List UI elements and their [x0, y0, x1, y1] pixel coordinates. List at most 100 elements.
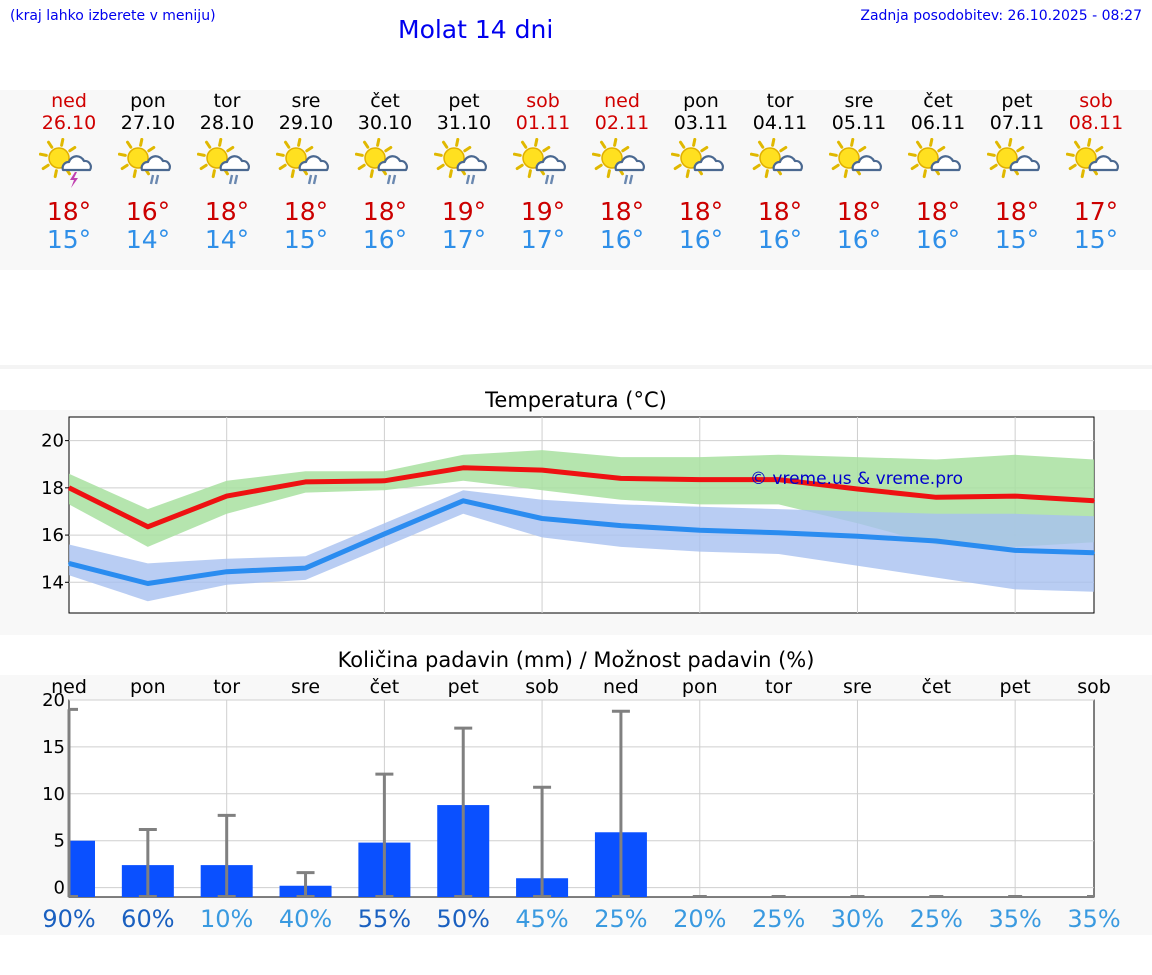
- sun-cloud-rain-icon: [196, 137, 257, 200]
- sun-cloud-icon: [670, 137, 731, 200]
- max-temp: 18°: [678, 197, 724, 226]
- precip-probability: 60%: [121, 905, 174, 933]
- max-temp-point: [304, 480, 307, 483]
- precip-probability: 35%: [988, 905, 1041, 933]
- max-temp-point: [698, 478, 701, 481]
- day-name: pet: [448, 90, 480, 112]
- y-tick-label: 20: [42, 690, 65, 711]
- day-name: ned: [604, 90, 640, 112]
- sun-cloud-icon: [749, 137, 810, 200]
- day-name: sob: [1079, 90, 1113, 112]
- day-date: 27.10: [120, 112, 176, 134]
- day-date: 29.10: [278, 112, 334, 134]
- max-temp-point: [1093, 499, 1095, 502]
- category-label: sre: [843, 676, 872, 698]
- max-temp-point: [225, 495, 228, 498]
- sun-cloud-rain-icon: [433, 137, 494, 200]
- category-label: sob: [525, 676, 559, 698]
- category-label: ned: [603, 676, 639, 698]
- category-label: tor: [213, 676, 240, 698]
- max-temp-point: [856, 488, 859, 491]
- min-temp-line: [68, 498, 1095, 586]
- min-temp-point: [146, 582, 149, 585]
- day-name: pon: [683, 90, 719, 112]
- location-hint-link[interactable]: (kraj lahko izberete v meniju): [10, 8, 216, 24]
- sun-cloud-icon: [907, 137, 968, 200]
- max-temp-point: [619, 477, 622, 480]
- min-temp: 14°: [125, 225, 171, 254]
- category-label: pet: [448, 676, 479, 698]
- min-temp-band: [69, 490, 1094, 602]
- precip-probability: 40%: [279, 905, 332, 933]
- y-tick-label: 18: [41, 478, 64, 499]
- min-temp-point: [68, 562, 70, 565]
- day-date: 01.11: [515, 112, 571, 134]
- min-temp-point: [856, 535, 859, 538]
- max-temp-point: [777, 478, 780, 481]
- forecast-day: sre 29.10 18° 15°: [267, 90, 346, 270]
- precip-probability: 55%: [358, 905, 411, 933]
- min-temp-point: [304, 567, 307, 570]
- y-tick-label: 20: [41, 431, 64, 452]
- min-temp: 16°: [362, 225, 408, 254]
- max-temp-point: [146, 525, 149, 528]
- min-temp-point: [541, 517, 544, 520]
- min-temp: 14°: [204, 225, 250, 254]
- day-name: pon: [130, 90, 166, 112]
- plot-area: [68, 699, 1095, 898]
- day-name: sre: [291, 90, 321, 112]
- forecast-day: ned 02.11 18° 16°: [583, 90, 662, 270]
- max-temp-band: [69, 450, 1094, 547]
- max-temp: 18°: [204, 197, 250, 226]
- sun-cloud-rain-icon: [117, 137, 178, 200]
- max-temp: 18°: [915, 197, 961, 226]
- min-temp-point: [1014, 549, 1017, 552]
- min-temp-point: [1093, 551, 1095, 554]
- max-temp-point: [935, 496, 938, 499]
- forecast-day: sob 08.11 17° 15°: [1057, 90, 1136, 270]
- min-temp: 17°: [520, 225, 566, 254]
- category-label: čet: [922, 676, 952, 698]
- day-date: 26.10: [41, 112, 97, 134]
- min-temp: 16°: [836, 225, 882, 254]
- category-label: pon: [130, 676, 166, 698]
- min-temp-point: [383, 532, 386, 535]
- forecast-day: čet 06.11 18° 16°: [899, 90, 978, 270]
- max-temp: 19°: [520, 197, 566, 226]
- watermark: © vreme.us & vreme.pro: [750, 469, 963, 489]
- precip-probability: 90%: [42, 905, 95, 933]
- forecast-day: ned 26.10 18° 15°: [30, 90, 109, 270]
- precip-probability: 50%: [437, 905, 490, 933]
- precip-bar: [69, 840, 95, 897]
- precip-probability: 20%: [673, 905, 726, 933]
- min-temp-point: [777, 531, 780, 534]
- max-temp: 16°: [125, 197, 171, 226]
- sun-cloud-icon: [1065, 137, 1126, 200]
- day-date: 30.10: [357, 112, 413, 134]
- sun-cloud-rain-icon: [512, 137, 573, 200]
- day-date: 02.11: [594, 112, 650, 134]
- min-temp-point: [935, 539, 938, 542]
- precip-probability: 25%: [594, 905, 647, 933]
- forecast-day: pet 31.10 19° 17°: [425, 90, 504, 270]
- day-name: sob: [526, 90, 560, 112]
- category-label: pon: [682, 676, 718, 698]
- max-temp-point: [1014, 495, 1017, 498]
- category-label: pet: [1000, 676, 1031, 698]
- category-label: čet: [370, 676, 400, 698]
- min-temp: 15°: [1073, 225, 1119, 254]
- min-temp: 17°: [441, 225, 487, 254]
- precipitation-chart-title: Količina padavin (mm) / Možnost padavin …: [337, 648, 815, 672]
- day-name: čet: [923, 90, 953, 112]
- category-label: ned: [51, 676, 87, 698]
- day-name: pet: [1001, 90, 1033, 112]
- max-temp: 18°: [599, 197, 645, 226]
- category-label: tor: [765, 676, 792, 698]
- min-temp: 15°: [283, 225, 329, 254]
- min-temp: 16°: [599, 225, 645, 254]
- sun-cloud-rain-icon: [275, 137, 336, 200]
- forecast-day: tor 04.11 18° 16°: [741, 90, 820, 270]
- max-temp: 18°: [994, 197, 1040, 226]
- sun-cloud-icon: [986, 137, 1047, 200]
- y-tick-label: 14: [41, 572, 64, 593]
